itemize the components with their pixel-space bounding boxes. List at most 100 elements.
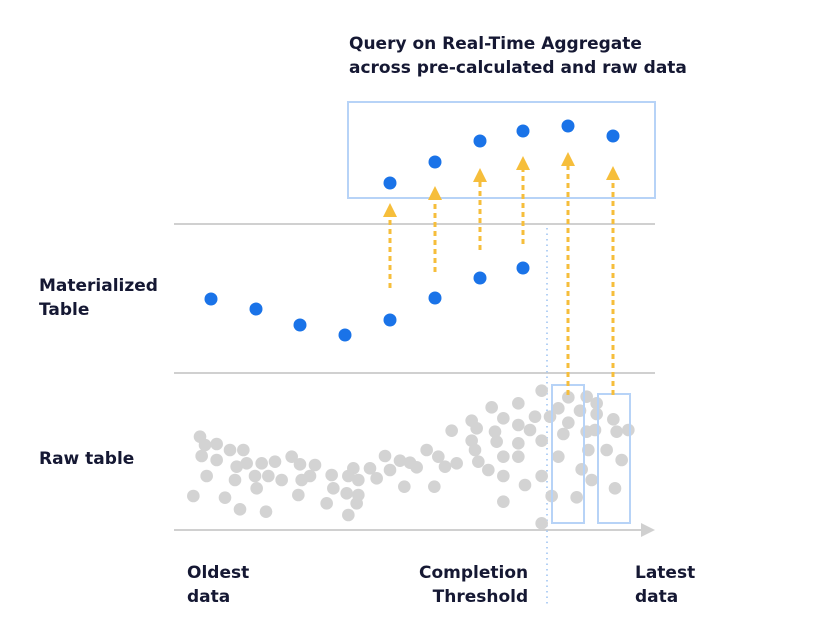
raw-data-point xyxy=(485,401,498,414)
raw-data-point xyxy=(438,460,452,473)
raw-data-point xyxy=(398,480,411,493)
raw-data-point xyxy=(432,450,445,463)
raw-data-point xyxy=(562,391,575,404)
raw-data-point xyxy=(275,473,288,487)
raw-data-point xyxy=(187,489,200,503)
materialized-data-point xyxy=(293,318,307,332)
raw-data-point xyxy=(200,469,213,483)
raw-data-point xyxy=(320,497,333,510)
raw-data-point xyxy=(575,463,588,476)
raw-data-point xyxy=(228,473,242,487)
latest-data-label: Latest data xyxy=(635,561,695,609)
arrow-head xyxy=(516,156,530,170)
aggregate-data-point xyxy=(606,129,620,143)
raw-data-point xyxy=(490,435,503,448)
materialized-table-label: Materialized Table xyxy=(39,274,158,322)
real-time-aggregate-box xyxy=(347,101,656,199)
raw-data-point xyxy=(588,423,602,437)
aggregate-data-point xyxy=(516,124,530,138)
raw-data-point xyxy=(327,482,340,495)
raw-data-point xyxy=(378,449,392,463)
raw-data-point xyxy=(250,482,263,495)
raw-data-point xyxy=(410,461,423,474)
raw-data-point xyxy=(292,488,305,502)
raw-data-point xyxy=(450,457,463,470)
raw-data-point xyxy=(230,460,243,473)
raw-data-point xyxy=(468,443,482,457)
oldest-data-label: Oldest data xyxy=(187,561,249,609)
raw-data-point xyxy=(512,437,525,450)
raw-data-point xyxy=(497,469,510,483)
raw-data-point xyxy=(428,480,441,493)
raw-data-point xyxy=(518,478,532,492)
raw-data-point xyxy=(512,397,525,410)
threshold-line-2: Threshold xyxy=(432,587,529,607)
raw-data-point xyxy=(528,410,542,423)
raw-data-point xyxy=(255,457,268,470)
raw-data-point xyxy=(393,454,407,467)
raw-data-point xyxy=(543,410,557,423)
raw-data-point xyxy=(608,482,622,495)
raw-data-point xyxy=(295,473,308,487)
raw-data-point xyxy=(610,425,623,438)
aggregate-data-point xyxy=(383,176,397,190)
oldest-line-1: Oldest xyxy=(187,563,250,583)
materialized-data-point xyxy=(473,271,487,285)
materialized-data-point xyxy=(204,292,218,306)
raw-data-point xyxy=(285,450,298,463)
arrow-head xyxy=(606,166,620,180)
raw-data-point xyxy=(445,424,458,437)
raw-data-point xyxy=(370,472,383,485)
raw-table-label: Raw table xyxy=(39,449,135,469)
raw-data-point xyxy=(210,437,223,451)
oldest-line-2: data xyxy=(187,587,231,607)
aggregation-arrows xyxy=(383,152,620,395)
latest-line-1: Latest xyxy=(635,563,696,583)
title-line-1: Query on Real-Time Aggregate xyxy=(349,34,642,54)
raw-data-point xyxy=(472,455,485,468)
raw-data-point xyxy=(259,505,273,518)
raw-data-point xyxy=(590,407,603,421)
raw-data-point xyxy=(512,418,525,432)
raw-data-point xyxy=(582,443,595,457)
materialized-data-point xyxy=(383,313,397,327)
raw-data-points xyxy=(187,384,635,530)
raw-data-point xyxy=(535,434,548,447)
raw-data-point xyxy=(497,450,510,463)
raw-data-point xyxy=(195,449,208,463)
raw-data-point xyxy=(470,422,483,435)
threshold-line-1: Completion xyxy=(419,563,529,583)
raw-data-point xyxy=(240,457,253,470)
raw-data-point xyxy=(512,450,525,463)
raw-data-point xyxy=(552,402,565,415)
raw-data-point xyxy=(420,443,433,457)
arrow-head xyxy=(473,168,487,182)
diagram-title: Query on Real-Time Aggregate across pre-… xyxy=(349,32,687,80)
materialized-points xyxy=(204,261,530,342)
raw-data-point xyxy=(342,508,355,522)
raw-data-point xyxy=(523,423,537,437)
materialized-data-point xyxy=(516,261,530,275)
raw-data-point xyxy=(570,491,583,504)
raw-data-point xyxy=(615,453,628,467)
aggregate-points xyxy=(383,119,620,190)
raw-data-point xyxy=(268,455,282,468)
time-axis-arrowhead xyxy=(641,523,655,537)
completion-threshold-label: Completion Threshold xyxy=(419,561,528,609)
aggregate-data-point xyxy=(561,119,575,133)
raw-data-point xyxy=(585,473,598,487)
raw-data-point xyxy=(562,416,575,429)
materialized-data-point xyxy=(338,328,352,342)
raw-data-point xyxy=(600,443,613,457)
materialized-label-line-2: Table xyxy=(39,300,90,320)
raw-data-point xyxy=(535,469,548,483)
latest-line-2: data xyxy=(635,587,679,607)
raw-data-point xyxy=(342,469,355,483)
raw-data-point xyxy=(293,458,307,471)
dividers xyxy=(174,223,655,606)
arrow-head xyxy=(383,203,397,217)
title-line-2: across pre-calculated and raw data xyxy=(349,58,687,78)
raw-data-point xyxy=(352,473,365,487)
